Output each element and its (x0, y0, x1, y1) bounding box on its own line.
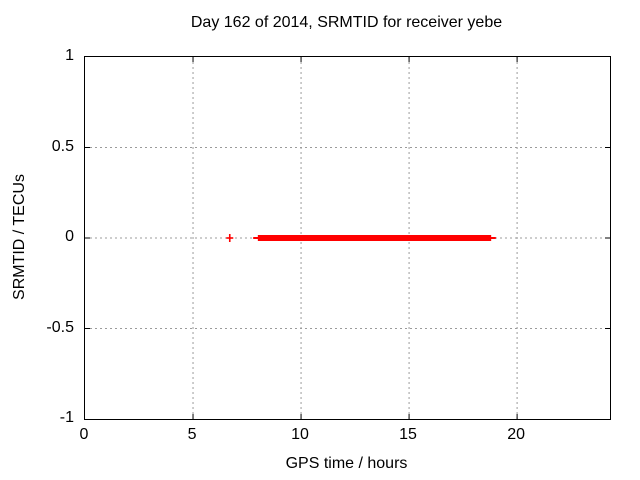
y-tick-label: 1 (65, 47, 74, 64)
x-tick-label: 0 (79, 426, 89, 443)
plot-canvas (85, 57, 610, 419)
x-axis-label: GPS time / hours (285, 455, 408, 472)
edge-dash-marker (253, 237, 259, 239)
y-tick-label: -1 (59, 409, 74, 426)
dense-marker-run (257, 235, 492, 241)
x-tick-label: 5 (187, 426, 197, 443)
y-tick-label: -0.5 (46, 318, 74, 336)
chart-title: Day 162 of 2014, SRMTID for receiver yeb… (190, 14, 503, 31)
x-tick-label: 15 (399, 426, 417, 443)
y-tick-label: 0 (65, 228, 74, 245)
x-tick-label: 10 (291, 426, 309, 443)
plot-area (84, 56, 611, 420)
y-tick-label: 0.5 (51, 137, 74, 155)
edge-dash-marker (490, 237, 496, 239)
x-tick-label: 20 (507, 426, 525, 443)
